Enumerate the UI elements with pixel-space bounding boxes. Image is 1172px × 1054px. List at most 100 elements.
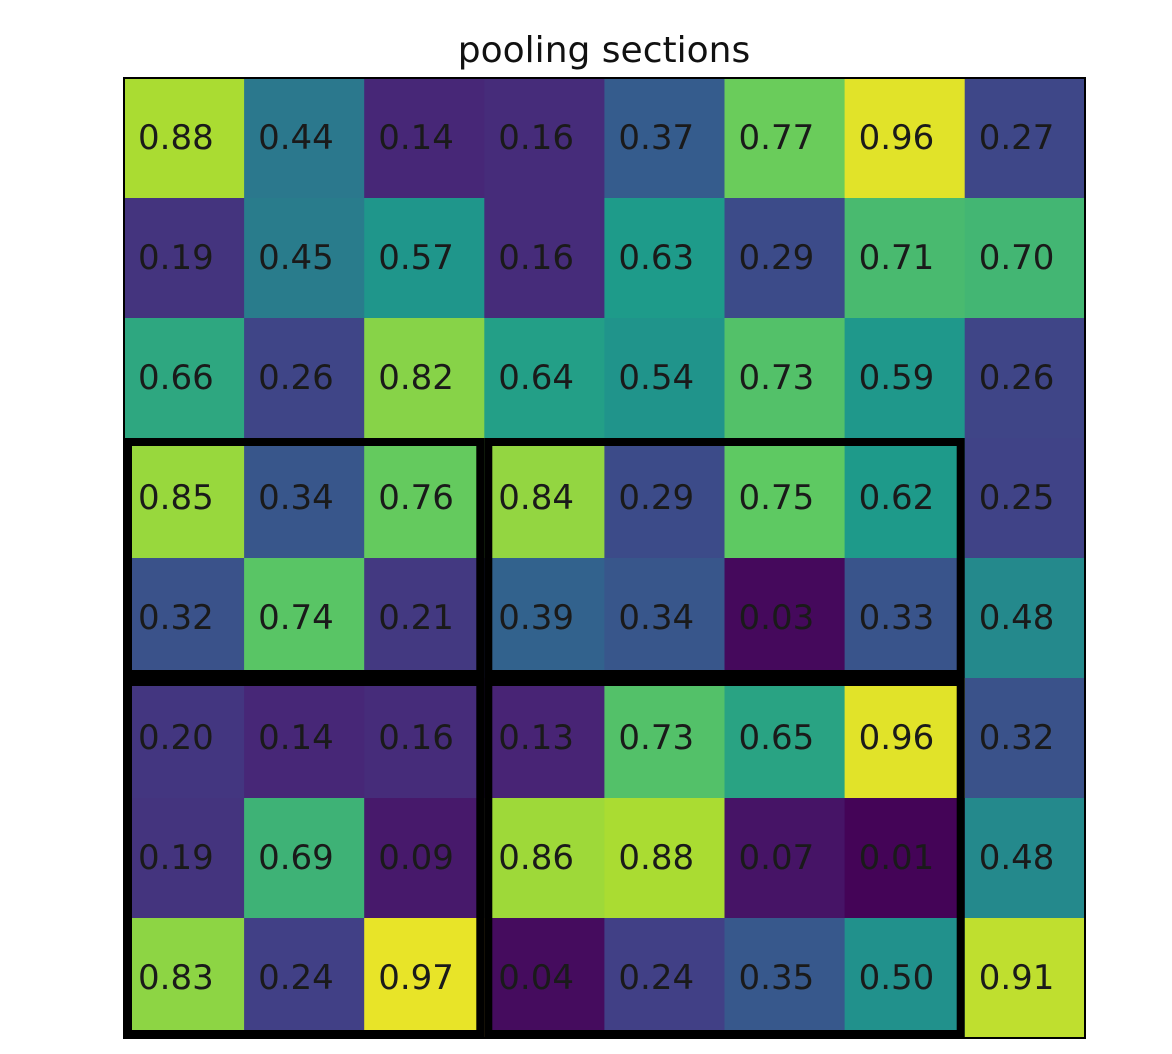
- heatmap-cell: [844, 438, 966, 559]
- heatmap-cell-label: 0.96: [859, 718, 935, 758]
- heatmap-cell-label: 0.27: [979, 118, 1055, 158]
- heatmap-cell: [724, 198, 846, 319]
- heatmap-cell: [724, 318, 846, 439]
- heatmap-cell: [724, 798, 846, 919]
- heatmap-cell: [124, 918, 245, 1039]
- heatmap-cell: [364, 918, 485, 1039]
- heatmap-cell: [244, 318, 365, 439]
- heatmap-cell-label: 0.48: [979, 838, 1055, 878]
- heatmap-cell: [484, 318, 605, 439]
- heatmap-cell: [244, 438, 365, 559]
- heatmap-cell-label: 0.70: [979, 238, 1055, 278]
- heatmap-cell: [364, 198, 485, 319]
- heatmap-cell: [604, 318, 726, 439]
- heatmap-cell-label: 0.64: [498, 358, 574, 398]
- heatmap-cell: [244, 198, 365, 319]
- heatmap-cell: [484, 558, 605, 679]
- heatmap-cell-label: 0.26: [258, 358, 334, 398]
- heatmap-cell-label: 0.44: [258, 118, 334, 158]
- heatmap-cell-label: 0.20: [138, 718, 214, 758]
- heatmap-cell-label: 0.62: [859, 478, 935, 518]
- heatmap-cell: [484, 78, 605, 199]
- heatmap-cell: [604, 558, 726, 679]
- heatmap-cell: [724, 918, 846, 1039]
- heatmap-cell: [604, 678, 726, 799]
- heatmap-cell-label: 0.24: [618, 958, 694, 998]
- heatmap-cell-label: 0.63: [618, 238, 694, 278]
- heatmap-cell-label: 0.25: [979, 478, 1055, 518]
- heatmap-cell-label: 0.21: [378, 598, 454, 638]
- heatmap-cell-label: 0.45: [258, 238, 334, 278]
- heatmap-cell-label: 0.37: [618, 118, 694, 158]
- heatmap-cell: [964, 918, 1086, 1039]
- heatmap-cell-label: 0.34: [618, 598, 694, 638]
- heatmap-cell: [244, 678, 365, 799]
- heatmap-cell: [364, 678, 485, 799]
- heatmap-cell: [484, 678, 605, 799]
- heatmap-cell: [244, 918, 365, 1039]
- heatmap-cell: [364, 318, 485, 439]
- heatmap-cell-label: 0.32: [979, 718, 1055, 758]
- pooling-section-outline: [124, 438, 485, 678]
- heatmap-cell-label: 0.77: [739, 118, 815, 158]
- pooling-section-outline: [124, 678, 485, 1038]
- heatmap-cell: [724, 78, 846, 199]
- heatmap-cell: [364, 558, 485, 679]
- heatmap-cell-label: 0.88: [138, 118, 214, 158]
- heatmap-cell-label: 0.69: [258, 838, 334, 878]
- heatmap-cell: [244, 798, 365, 919]
- heatmap-cell-label: 0.86: [498, 838, 574, 878]
- heatmap-cell: [124, 318, 245, 439]
- heatmap-cell-label: 0.03: [739, 598, 815, 638]
- heatmap-cell-label: 0.82: [378, 358, 454, 398]
- heatmap-cell-label: 0.97: [378, 958, 454, 998]
- heatmap-cell-label: 0.16: [498, 118, 574, 158]
- heatmap-cell: [124, 798, 245, 919]
- heatmap-cell-label: 0.83: [138, 958, 214, 998]
- heatmap-cell: [484, 198, 605, 319]
- heatmap-cell: [844, 678, 966, 799]
- heatmap-cell: [844, 78, 966, 199]
- heatmap-cell: [604, 798, 726, 919]
- heatmap-cell-label: 0.85: [138, 478, 214, 518]
- heatmap-cell-label: 0.04: [498, 958, 574, 998]
- heatmap-cell: [844, 198, 966, 319]
- heatmap-cell: [124, 678, 245, 799]
- heatmap-cell-label: 0.96: [859, 118, 935, 158]
- heatmap-cell: [124, 78, 245, 199]
- heatmap-cell: [964, 798, 1086, 919]
- heatmap-cell-label: 0.59: [859, 358, 935, 398]
- heatmap-cell: [724, 678, 846, 799]
- heatmap-cell-label: 0.29: [739, 238, 815, 278]
- heatmap-cell-label: 0.09: [378, 838, 454, 878]
- heatmap-cell-label: 0.50: [859, 958, 935, 998]
- heatmap-cell: [844, 798, 966, 919]
- heatmap-cell: [844, 558, 966, 679]
- heatmap-cell: [124, 558, 245, 679]
- heatmap-cell-label: 0.91: [979, 958, 1055, 998]
- heatmap-cell-label: 0.73: [739, 358, 815, 398]
- heatmap-cell: [844, 318, 966, 439]
- pooling-section-outline: [484, 678, 965, 1038]
- heatmap-cell: [484, 438, 605, 559]
- heatmap-cell-label: 0.76: [378, 478, 454, 518]
- chart-title: pooling sections: [458, 30, 750, 71]
- heatmap-cell-label: 0.16: [498, 238, 574, 278]
- heatmap-cell-label: 0.19: [138, 238, 214, 278]
- heatmap-cell: [604, 918, 726, 1039]
- heatmap-cell: [604, 438, 726, 559]
- heatmap-cell: [364, 78, 485, 199]
- heatmap-cell: [964, 318, 1086, 439]
- heatmap-cell-label: 0.24: [258, 958, 334, 998]
- heatmap-cell-label: 0.73: [618, 718, 694, 758]
- heatmap-cell: [604, 78, 726, 199]
- heatmap-cell: [724, 438, 846, 559]
- heatmap-cell: [124, 438, 245, 559]
- heatmap-cell-label: 0.84: [498, 478, 574, 518]
- heatmap-cell-label: 0.14: [378, 118, 454, 158]
- heatmap-cell-label: 0.14: [258, 718, 334, 758]
- heatmap-cell-label: 0.57: [378, 238, 454, 278]
- heatmap-cell-label: 0.39: [498, 598, 574, 638]
- heatmap-cell: [604, 198, 726, 319]
